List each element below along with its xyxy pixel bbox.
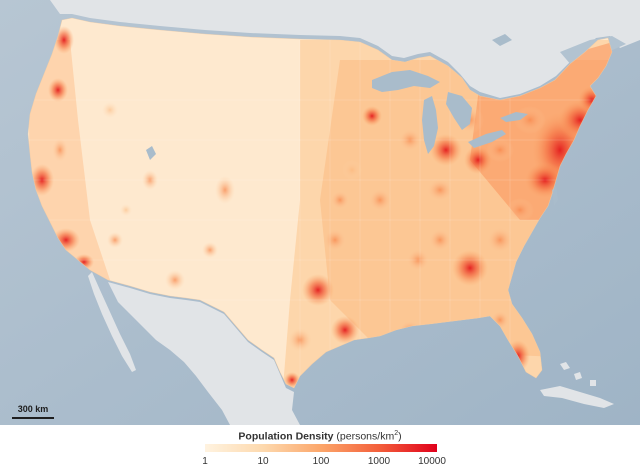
canada-land	[0, 0, 640, 98]
bahamas-islands	[560, 362, 596, 386]
legend-tick-1000: 1000	[367, 456, 391, 467]
cuba-island	[540, 386, 614, 408]
lake-superior	[372, 70, 440, 92]
scale-bar-label: 300 km	[17, 404, 49, 414]
lake-huron	[446, 92, 472, 130]
legend-tick-100: 100	[312, 456, 330, 467]
lake-michigan	[422, 96, 438, 154]
scale-bar-line	[12, 417, 54, 419]
baja-peninsula	[88, 272, 136, 372]
lake-ontario	[500, 112, 528, 122]
legend-tick-1: 1	[202, 456, 208, 467]
legend-color-ramp	[205, 444, 437, 452]
legend-title: Population Density (persons/km2)	[0, 430, 640, 443]
legend-title-main: Population Density	[238, 430, 334, 443]
scale-bar: 300 km	[10, 404, 56, 424]
legend-title-close: )	[398, 430, 402, 443]
lake-erie	[468, 130, 506, 148]
legend-title-superscript: 2	[394, 430, 399, 437]
population-density-map	[0, 0, 640, 425]
legend: Population Density (persons/km2) 1 10 10…	[0, 425, 640, 467]
great-salt-lake	[146, 146, 156, 160]
great-lakes	[372, 70, 528, 154]
legend-tick-10000: 10000	[418, 456, 446, 467]
canada-lake-1	[492, 34, 512, 46]
mexico-land	[108, 282, 300, 425]
legend-tick-10: 10	[257, 456, 269, 467]
legend-title-unit: (persons/km	[336, 430, 395, 443]
chesapeake-bay	[552, 186, 558, 206]
map-canvas	[0, 0, 640, 425]
